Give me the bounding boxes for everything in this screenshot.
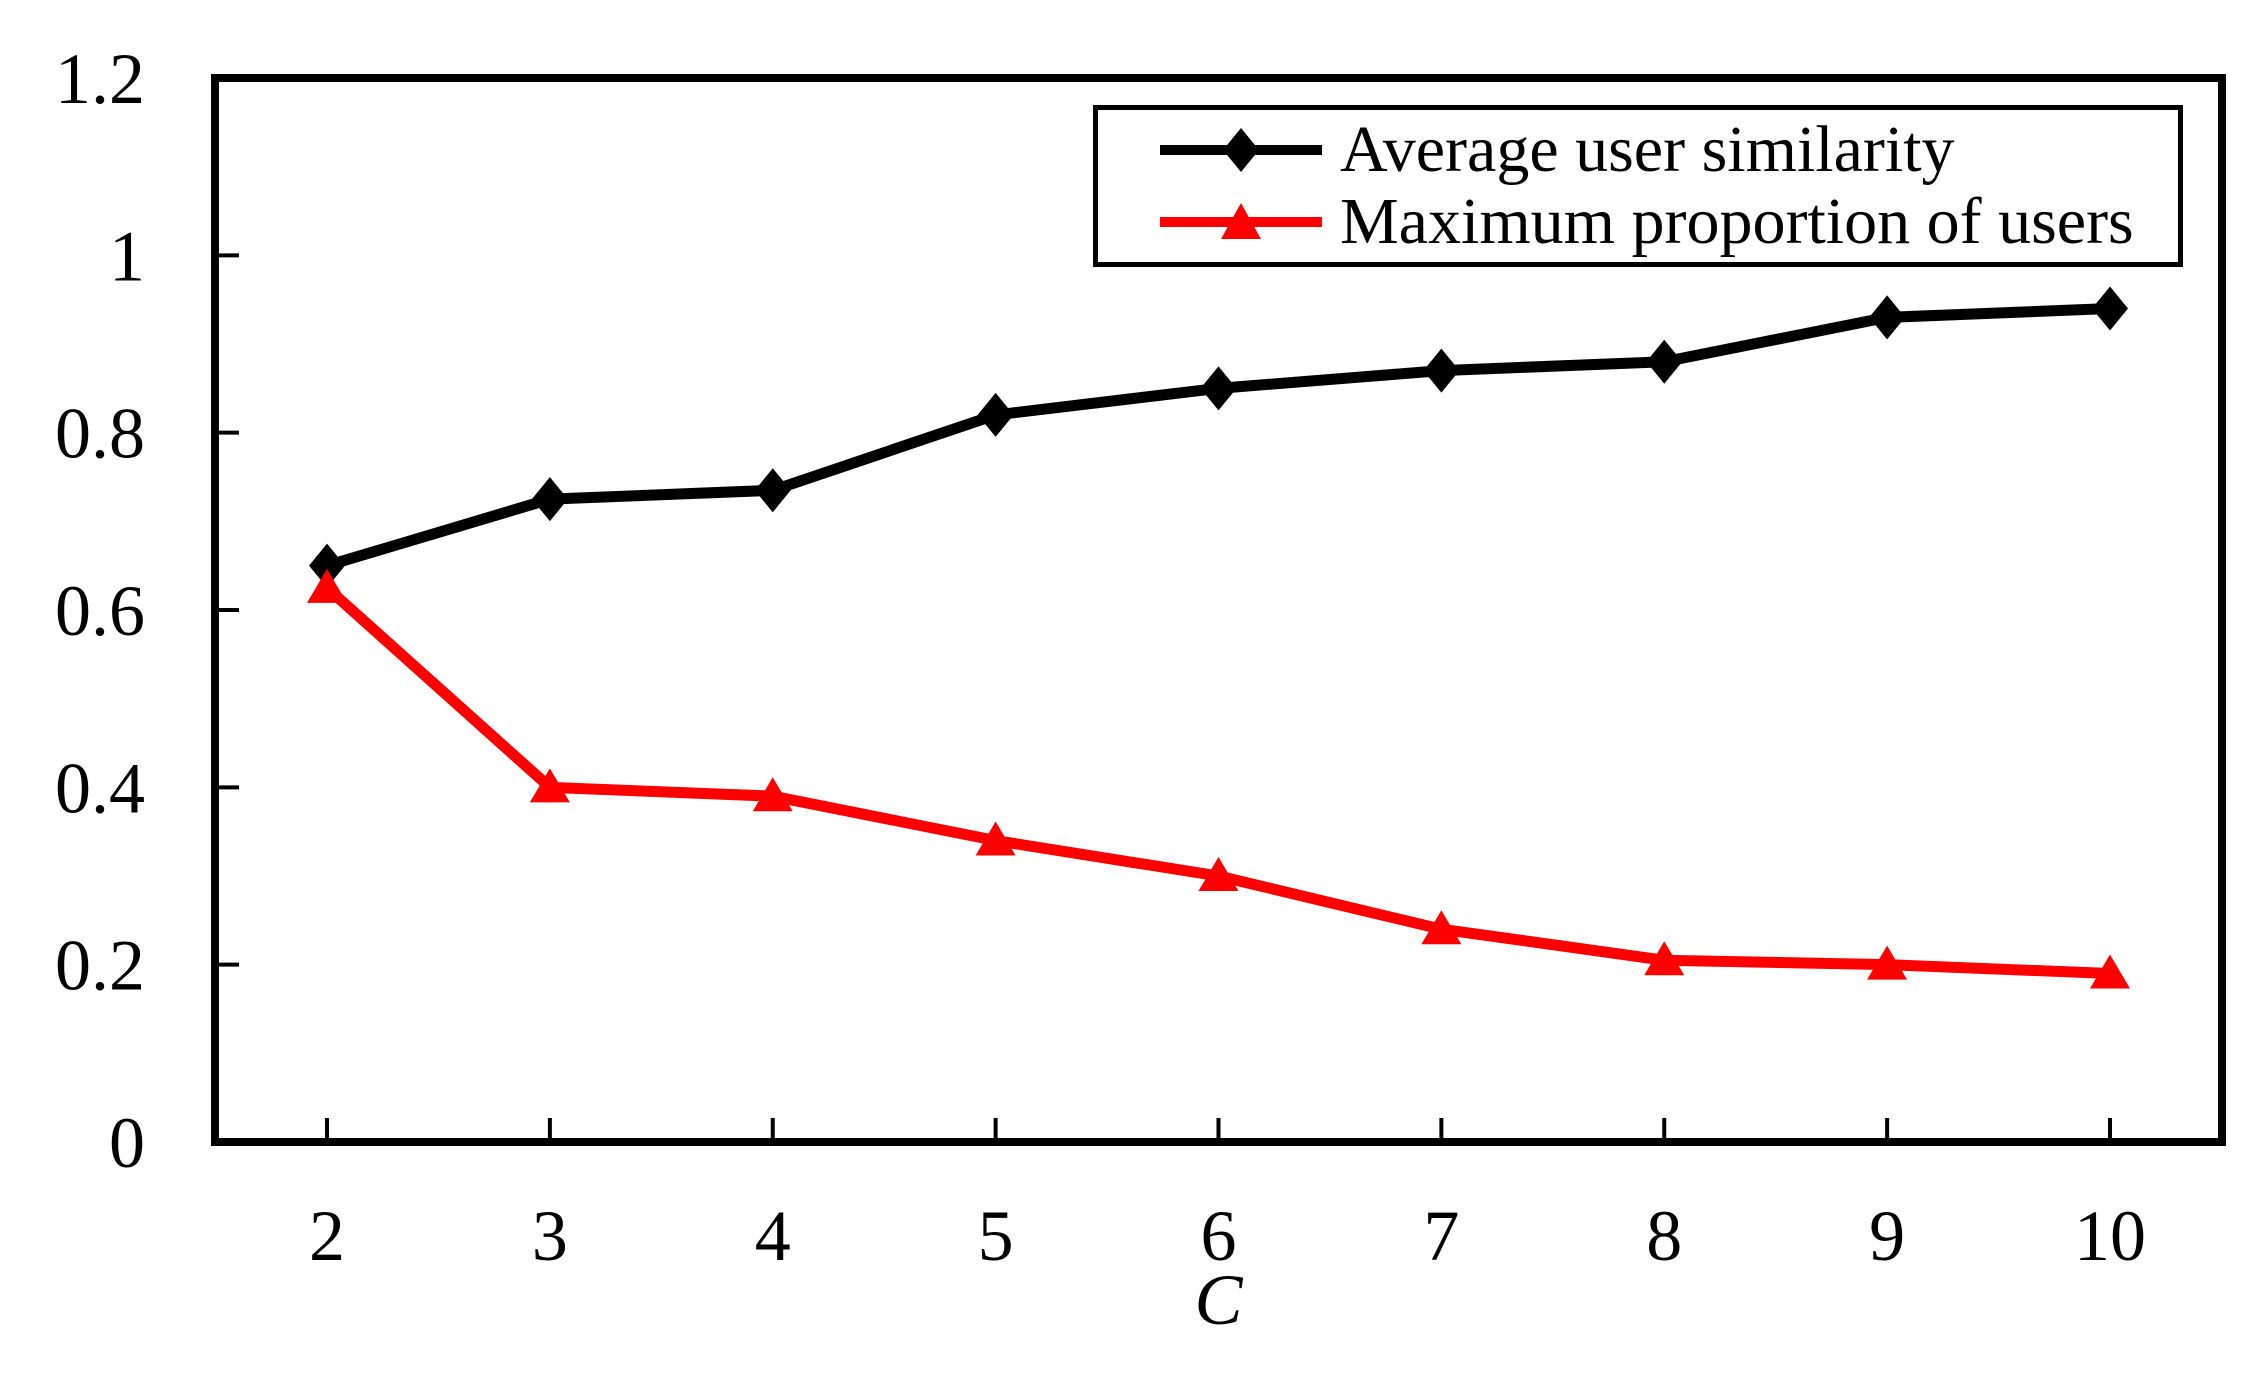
y-axis-tick-label: 1 <box>109 216 145 296</box>
marker-triangle-icon <box>1867 945 1908 980</box>
x-axis-tick-label: 10 <box>2074 1196 2146 1276</box>
series-line-triangle <box>323 583 2111 980</box>
y-axis-tick-label: 1.2 <box>55 39 145 119</box>
x-axis-tick-label: 6 <box>1201 1196 1237 1276</box>
marker-diamond-icon <box>1423 348 1460 393</box>
x-axis-tick-label: 9 <box>1869 1196 1905 1276</box>
marker-triangle-icon <box>1421 910 1462 945</box>
legend-label-maximum-proportion-of-users: Maximum proportion of users <box>1340 185 2134 259</box>
y-axis-tick-label: 0.8 <box>55 394 145 474</box>
marker-diamond-icon <box>2092 286 2128 331</box>
legend-label-average-user-similarity: Average user similarity <box>1340 112 1955 186</box>
legend: Average user similarity Maximum proporti… <box>1093 105 2183 267</box>
legend-triangle-line-icon <box>1160 203 1322 240</box>
marker-diamond-icon <box>309 543 345 588</box>
marker-diamond-icon <box>1869 295 1906 340</box>
y-axis-tick-label: 0.4 <box>55 748 145 828</box>
x-axis-title: C <box>1194 1260 1243 1340</box>
marker-triangle-icon <box>752 777 793 812</box>
marker-triangle-icon <box>1644 941 1685 976</box>
x-axis-tick-label: 3 <box>532 1196 568 1276</box>
y-axis-tick-label: 0 <box>109 1103 145 1183</box>
x-axis-tick-label: 4 <box>755 1196 791 1276</box>
x-axis-tick-label: 7 <box>1423 1196 1459 1276</box>
x-axis-tick-label: 5 <box>978 1196 1014 1276</box>
legend-diamond-marker-icon <box>1223 127 1259 172</box>
legend-diamond-line-icon <box>1160 127 1322 172</box>
marker-triangle-icon <box>307 568 347 603</box>
x-axis-tick-label: 8 <box>1646 1196 1682 1276</box>
legend-item-average-user-similarity: Average user similarity <box>1098 112 2178 186</box>
marker-triangle-icon <box>2090 954 2130 989</box>
marker-diamond-icon <box>1200 366 1237 411</box>
marker-diamond-icon <box>1646 339 1683 384</box>
y-axis-tick-label: 0.6 <box>55 571 145 651</box>
marker-triangle-icon <box>529 768 570 803</box>
y-axis-tick-label: 0.2 <box>55 926 145 1006</box>
legend-item-maximum-proportion-of-users: Maximum proportion of users <box>1098 189 2178 255</box>
legend-triangle-marker-icon <box>1221 203 1261 240</box>
marker-triangle-icon <box>975 821 1016 856</box>
x-axis-tick-label: 2 <box>309 1196 345 1276</box>
marker-diamond-icon <box>754 468 791 513</box>
series-line-diamond <box>325 303 2111 571</box>
marker-diamond-icon <box>531 477 568 522</box>
marker-triangle-icon <box>1198 857 1239 891</box>
marker-diamond-icon <box>977 392 1014 437</box>
